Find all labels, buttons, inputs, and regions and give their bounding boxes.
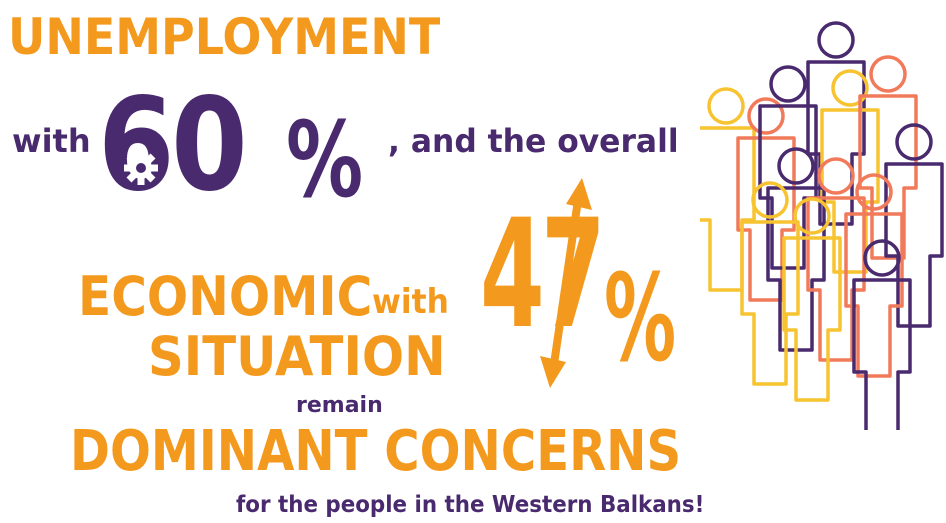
economic-percentage-value: 47 <box>480 188 606 362</box>
unemployment-title: UNEMPLOYMENT <box>8 8 441 66</box>
with-label-1: with <box>12 122 91 160</box>
with-label-2: with <box>372 282 449 322</box>
people-crowd-icon <box>700 21 944 430</box>
dominant-concerns-title: DOMINANT CONCERNS <box>70 419 682 484</box>
double-arrow-icon <box>540 178 592 388</box>
situation-title: SITUATION <box>148 325 446 388</box>
percent-sign-2: % <box>604 250 677 389</box>
connector-text: , and the overall <box>388 122 679 160</box>
percent-sign-1: % <box>286 99 364 221</box>
footer-text: for the people in the Western Balkans! <box>236 492 705 518</box>
remain-text: remain <box>296 393 383 418</box>
unemployment-percentage-value: 60 <box>98 71 248 220</box>
economic-title: ECONOMIC <box>78 265 373 328</box>
gear-icon <box>124 151 158 185</box>
